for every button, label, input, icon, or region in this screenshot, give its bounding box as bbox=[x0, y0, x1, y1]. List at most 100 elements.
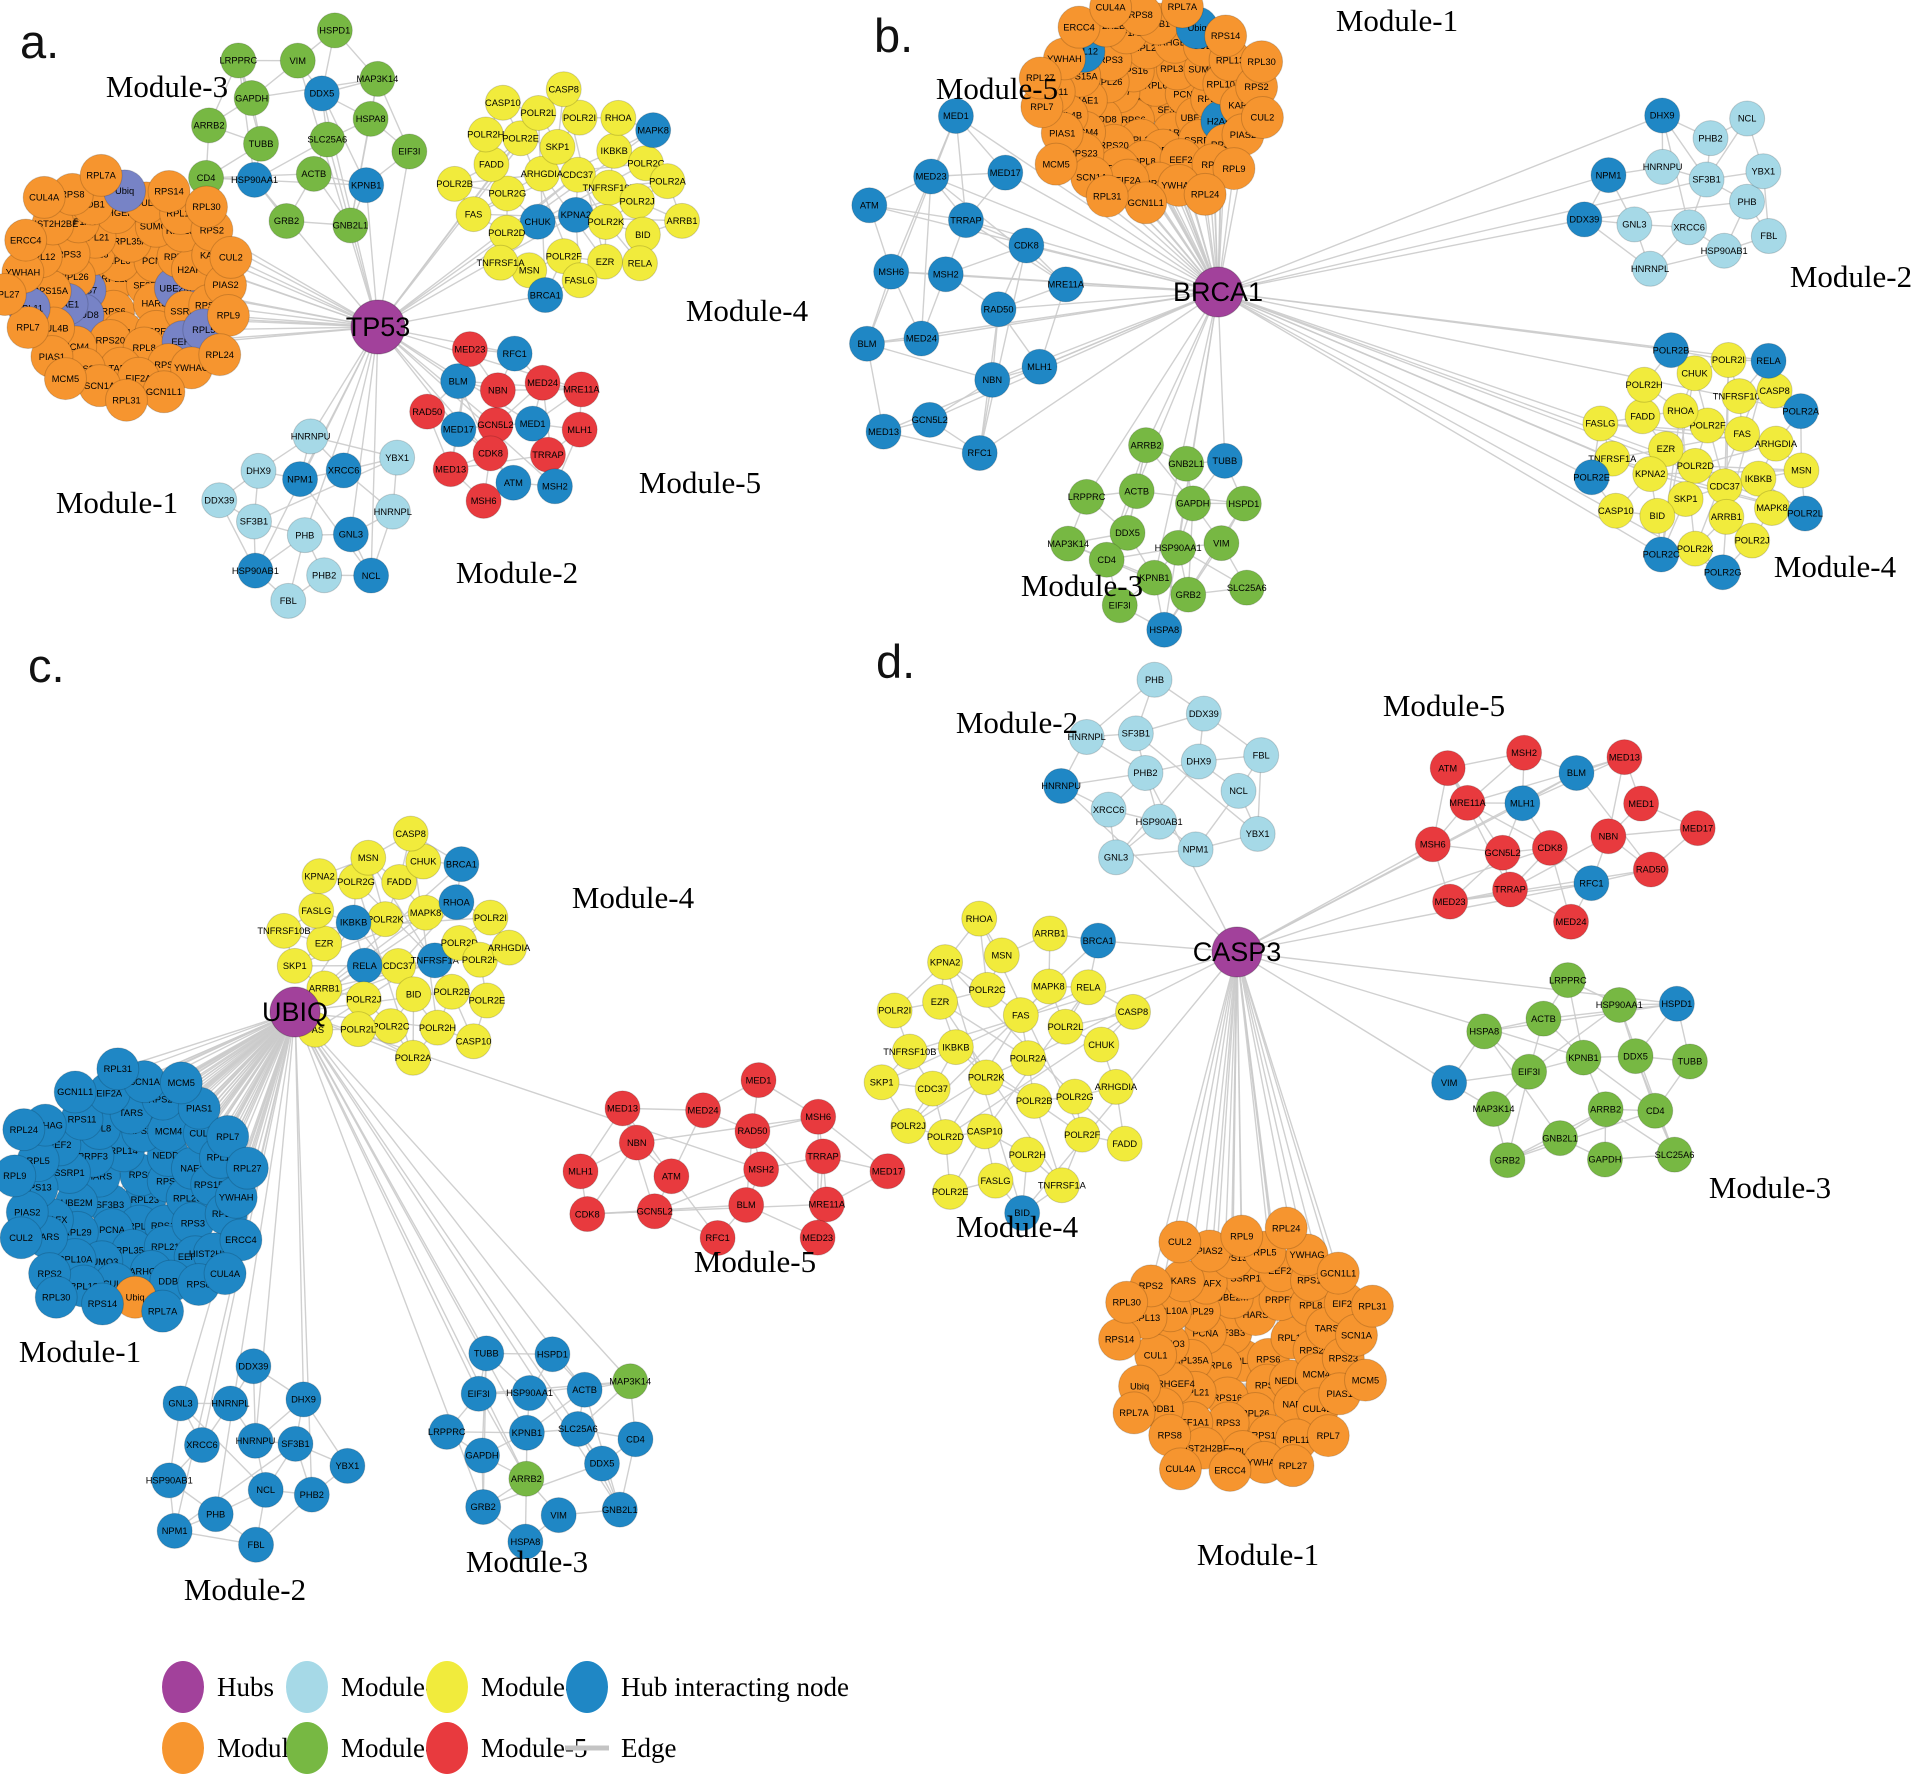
node-a-MLH1[interactable] bbox=[561, 411, 598, 448]
node-d-VIM[interactable] bbox=[1431, 1064, 1468, 1101]
node-b-POLR2I[interactable] bbox=[1710, 342, 1747, 379]
node-b-TNFRSF10B[interactable] bbox=[1721, 378, 1758, 415]
node-d-RAD50[interactable] bbox=[1632, 851, 1669, 888]
node-d-CHUK[interactable] bbox=[1083, 1026, 1120, 1063]
node-b-MLH1[interactable] bbox=[1021, 348, 1058, 385]
node-d-FASLG[interactable] bbox=[977, 1162, 1014, 1199]
node-b-HNRNPU[interactable] bbox=[1644, 148, 1681, 185]
node-a-CASP10[interactable] bbox=[484, 84, 521, 121]
node-c-YBX1[interactable] bbox=[329, 1447, 366, 1484]
node-d-CASP10[interactable] bbox=[966, 1113, 1003, 1150]
node-b-YBX1[interactable] bbox=[1745, 153, 1782, 190]
node-c-HSPA8[interactable] bbox=[507, 1523, 544, 1560]
node-d-MAP3K14[interactable] bbox=[1475, 1091, 1512, 1128]
node-d-CDC37[interactable] bbox=[914, 1070, 951, 1107]
node-b-MED1[interactable] bbox=[937, 97, 974, 134]
node-c-HNRNPL[interactable] bbox=[212, 1385, 249, 1422]
node-c-HNRNPU[interactable] bbox=[237, 1422, 274, 1459]
node-d-CDK8[interactable] bbox=[1531, 829, 1568, 866]
node-d-HSPD1[interactable] bbox=[1658, 985, 1695, 1022]
node-d-POLR2E[interactable] bbox=[932, 1173, 969, 1210]
node-b-MED23[interactable] bbox=[913, 158, 950, 195]
node-b-TUBB[interactable] bbox=[1206, 442, 1243, 479]
node-c-RPL7[interactable] bbox=[206, 1115, 250, 1159]
node-b-XRCC6[interactable] bbox=[1671, 209, 1708, 246]
node-d-CD4[interactable] bbox=[1637, 1092, 1674, 1129]
node-a-ARRB2[interactable] bbox=[191, 107, 228, 144]
node-b-POLR2J[interactable] bbox=[1734, 522, 1771, 559]
node-c-CD4[interactable] bbox=[617, 1421, 654, 1458]
node-a-SLC25A6[interactable] bbox=[309, 121, 346, 158]
node-c-NCL[interactable] bbox=[247, 1471, 284, 1508]
node-b-NCL[interactable] bbox=[1729, 100, 1766, 137]
node-b-KPNB1[interactable] bbox=[1136, 559, 1173, 596]
node-b-POLR2H[interactable] bbox=[1626, 366, 1663, 403]
node-a-RPL31[interactable] bbox=[104, 378, 148, 422]
node-b-POLR2C[interactable] bbox=[1643, 536, 1680, 573]
node-b-MSH2[interactable] bbox=[927, 256, 964, 293]
node-d-EIF3I[interactable] bbox=[1511, 1053, 1548, 1090]
node-c-GRB2[interactable] bbox=[465, 1488, 502, 1525]
node-b-IKBKB[interactable] bbox=[1740, 460, 1777, 497]
node-d-KPNA2[interactable] bbox=[927, 944, 964, 981]
node-a-RFC1[interactable] bbox=[496, 335, 533, 372]
node-a-VIM[interactable] bbox=[279, 42, 316, 79]
node-b-POLR2K[interactable] bbox=[1677, 530, 1714, 567]
node-a-MSH2[interactable] bbox=[536, 468, 573, 505]
node-d-RPL31[interactable] bbox=[1350, 1284, 1394, 1328]
node-c-CUL2[interactable] bbox=[0, 1216, 43, 1260]
node-c-DDX39[interactable] bbox=[235, 1348, 272, 1385]
node-d-IKBKB[interactable] bbox=[937, 1029, 974, 1066]
node-c-FBL[interactable] bbox=[238, 1526, 275, 1563]
node-b-EIF3I[interactable] bbox=[1101, 587, 1138, 624]
node-b-LRPPRC[interactable] bbox=[1068, 478, 1105, 515]
node-d-CUL2[interactable] bbox=[1158, 1220, 1202, 1264]
node-d-MSN[interactable] bbox=[983, 937, 1020, 974]
node-a-MED23[interactable] bbox=[451, 331, 488, 368]
node-a-MAP3K14[interactable] bbox=[359, 60, 396, 97]
node-c-MED24[interactable] bbox=[685, 1092, 722, 1129]
node-b-POLR2D[interactable] bbox=[1677, 447, 1714, 484]
node-d-PHB2[interactable] bbox=[1127, 754, 1164, 791]
node-c-MED1[interactable] bbox=[740, 1062, 777, 1099]
hub-node-CASP3[interactable] bbox=[1211, 926, 1263, 978]
node-a-EIF3I[interactable] bbox=[391, 133, 428, 170]
node-d-YBX1[interactable] bbox=[1239, 815, 1276, 852]
node-b-CD4[interactable] bbox=[1088, 541, 1125, 578]
node-b-RHOA[interactable] bbox=[1662, 392, 1699, 429]
node-b-BLM[interactable] bbox=[849, 325, 886, 362]
node-c-NPM1[interactable] bbox=[156, 1512, 193, 1549]
node-a-ARRB1[interactable] bbox=[664, 202, 701, 239]
node-a-HNRNPU[interactable] bbox=[292, 418, 329, 455]
node-a-POLR2K[interactable] bbox=[587, 203, 624, 240]
node-a-RPL7[interactable] bbox=[6, 306, 50, 350]
node-d-POLR2F[interactable] bbox=[1064, 1116, 1101, 1153]
node-d-RPS14[interactable] bbox=[1098, 1317, 1142, 1361]
node-a-GAPDH[interactable] bbox=[233, 80, 270, 117]
node-d-RHOA[interactable] bbox=[961, 900, 998, 937]
node-d-TNFRSF1A[interactable] bbox=[1043, 1167, 1080, 1204]
node-c-TUBB[interactable] bbox=[468, 1335, 505, 1372]
node-b-SF3B1[interactable] bbox=[1688, 161, 1725, 198]
node-c-GCN5L2[interactable] bbox=[636, 1193, 673, 1230]
node-d-ARRB1[interactable] bbox=[1031, 915, 1068, 952]
node-a-BRCA1[interactable] bbox=[527, 277, 564, 314]
node-a-POLR2H[interactable] bbox=[467, 116, 504, 153]
node-c-RFC1[interactable] bbox=[699, 1219, 736, 1256]
node-d-MSH6[interactable] bbox=[1414, 826, 1451, 863]
node-a-POLR2B[interactable] bbox=[436, 165, 473, 202]
node-b-HSPA8[interactable] bbox=[1146, 611, 1183, 648]
node-c-POLR2B[interactable] bbox=[433, 973, 470, 1010]
node-a-FAS[interactable] bbox=[455, 196, 492, 233]
node-d-GAPDH[interactable] bbox=[1586, 1141, 1623, 1178]
node-d-GCN5L2[interactable] bbox=[1484, 834, 1521, 871]
node-a-FASLG[interactable] bbox=[561, 262, 598, 299]
node-d-DDX5[interactable] bbox=[1617, 1038, 1654, 1075]
node-d-XRCC6[interactable] bbox=[1090, 791, 1127, 828]
hub-node-BRCA1[interactable] bbox=[1192, 266, 1244, 318]
node-d-BLM[interactable] bbox=[1558, 754, 1595, 791]
node-b-ARHGDIA[interactable] bbox=[1757, 425, 1794, 462]
node-c-TNFRSF1A[interactable] bbox=[416, 942, 453, 979]
node-c-POLR2A[interactable] bbox=[395, 1039, 432, 1076]
node-b-CHUK[interactable] bbox=[1676, 355, 1713, 392]
